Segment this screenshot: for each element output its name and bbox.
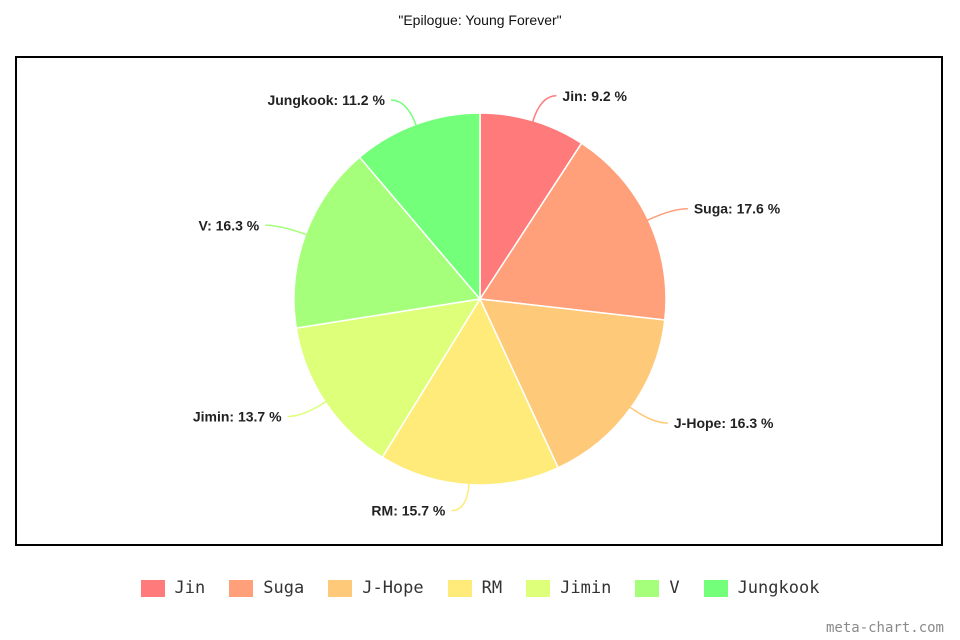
slice-label-v: V: 16.3 % <box>199 217 260 233</box>
leader-line-rm <box>451 482 470 512</box>
slice-label-jungkook: Jungkook: 11.2 % <box>267 92 385 108</box>
legend-label: J-Hope <box>362 578 424 598</box>
leader-line-j-hope <box>628 406 668 424</box>
legend-swatch <box>229 579 254 597</box>
chart-title: "Epilogue: Young Forever" <box>398 12 562 28</box>
legend-label: Suga <box>263 578 305 598</box>
legend-label: V <box>669 578 680 598</box>
legend: Jin Suga J-Hope RM Jimin V Jungkook <box>0 578 960 598</box>
legend-swatch <box>703 579 728 597</box>
leader-line-v <box>265 224 308 236</box>
legend-item-jimin[interactable]: Jimin <box>526 578 611 598</box>
legend-item-v[interactable]: V <box>635 578 680 598</box>
slice-label-jin: Jin: 9.2 % <box>562 88 627 104</box>
slice-label-j-hope: J-Hope: 16.3 % <box>674 415 774 431</box>
plot-area-frame <box>15 56 943 546</box>
pie-slices <box>293 112 667 486</box>
slice-label-suga: Suga: 17.6 % <box>694 201 781 217</box>
legend-label: Jimin <box>560 578 612 598</box>
legend-item-suga[interactable]: Suga <box>229 578 304 598</box>
legend-swatch <box>328 579 353 597</box>
leader-line-jimin <box>287 400 328 418</box>
legend-item-jungkook[interactable]: Jungkook <box>703 578 820 598</box>
leader-line-jin <box>531 95 557 123</box>
leader-line-suga <box>646 207 688 222</box>
legend-item-rm[interactable]: RM <box>447 578 503 598</box>
slice-label-jimin: Jimin: 13.7 % <box>193 409 282 425</box>
leader-line-jungkook <box>390 99 418 127</box>
legend-swatch <box>447 579 472 597</box>
legend-item-jin[interactable]: Jin <box>140 578 206 598</box>
legend-label: RM <box>481 578 503 598</box>
label-leader-lines <box>265 95 688 512</box>
legend-swatch <box>635 579 660 597</box>
watermark-text: meta-chart.com <box>825 620 944 636</box>
legend-item-j-hope[interactable]: J-Hope <box>328 578 424 598</box>
legend-swatch <box>526 579 551 597</box>
slice-label-rm: RM: 15.7 % <box>371 503 445 519</box>
legend-swatch <box>140 579 165 597</box>
legend-label: Jungkook <box>737 578 820 598</box>
legend-label: Jin <box>174 578 206 598</box>
slice-labels: Jin: 9.2 % Suga: 17.6 % J-Hope: 16.3 % RM: … <box>193 88 781 519</box>
